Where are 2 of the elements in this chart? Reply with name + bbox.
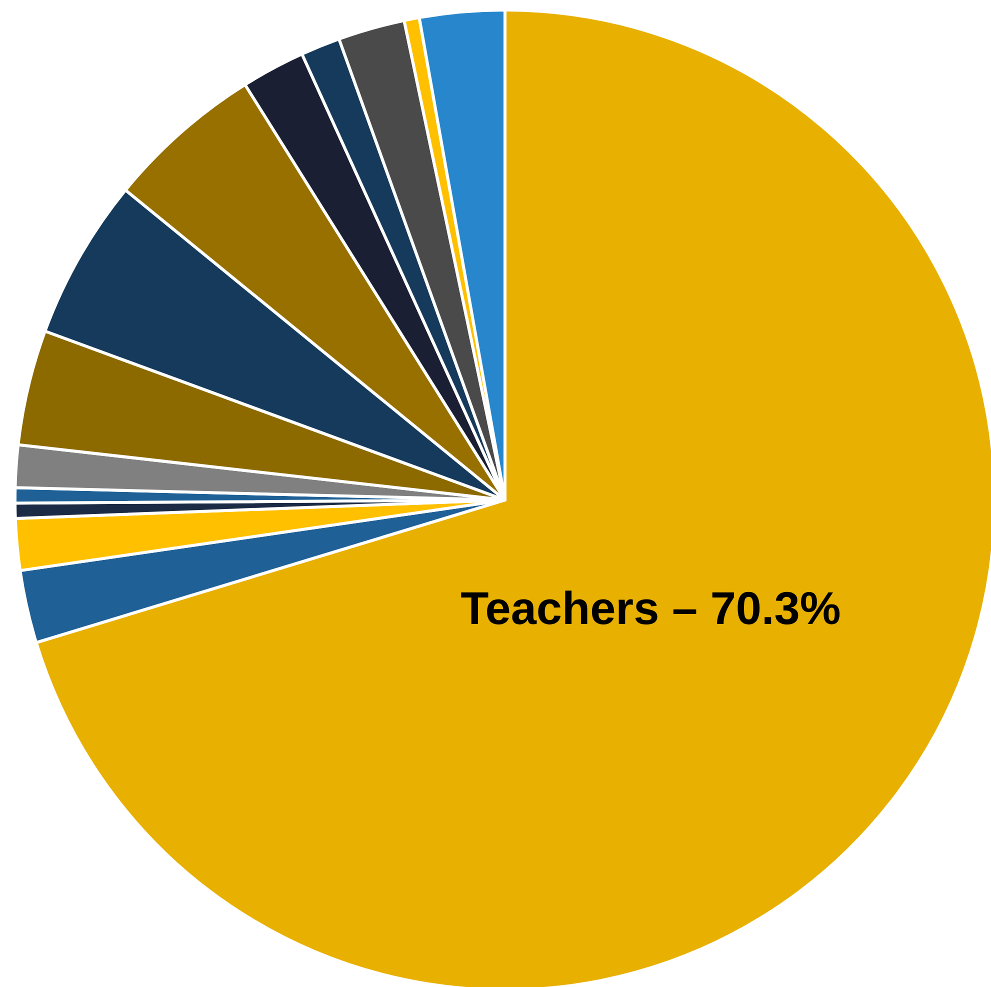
- slice-label: Teachers –: [460, 582, 698, 634]
- data-label: 70.3%: [710, 582, 841, 634]
